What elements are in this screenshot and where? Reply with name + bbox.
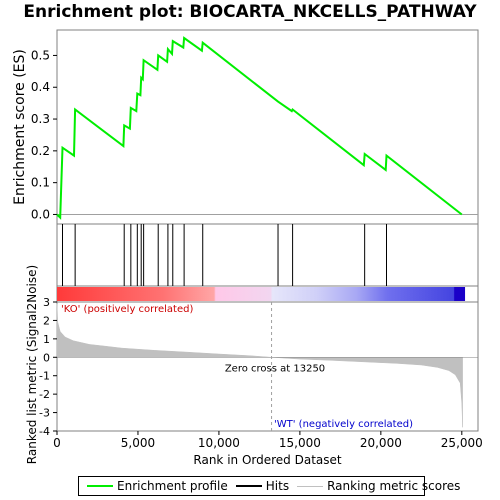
- hits-panel: [56, 223, 479, 287]
- xtick-label: 10,000: [198, 436, 240, 450]
- legend: Enrichment profile Hits Ranking metric s…: [78, 476, 460, 496]
- es-ytick-label: 0.2: [31, 144, 50, 158]
- metric-ytick-label: -3: [39, 407, 50, 420]
- legend-item-hits: Hits: [235, 479, 290, 493]
- ranking-colorbar: [57, 287, 466, 301]
- es-ytick-label: 0.0: [31, 207, 50, 221]
- legend-swatch-enrichment: [87, 485, 113, 487]
- legend-swatch-metric: [297, 485, 324, 487]
- legend-swatch-hits: [235, 485, 262, 487]
- es-ylabel: Enrichment score (ES): [12, 49, 28, 205]
- xtick-label: 15,000: [279, 436, 321, 450]
- es-ytick-label: 0.1: [31, 176, 50, 190]
- zero-cross-label: Zero cross at 13250: [225, 363, 325, 374]
- xtick-label: 0: [53, 436, 61, 450]
- metric-ytick-label: 3: [43, 296, 50, 309]
- negative-correlation-label: 'WT' (negatively correlated): [274, 419, 413, 430]
- legend-item-metric: Ranking metric scores: [297, 479, 460, 493]
- metric-ytick-label: -1: [39, 370, 50, 383]
- metric-ytick-label: 1: [43, 333, 50, 346]
- chart-title: Enrichment plot: BIOCARTA_NKCELLS_PATHWA…: [23, 2, 477, 22]
- metric-ytick-label: 0: [43, 351, 50, 364]
- legend-label-metric: Ranking metric scores: [327, 479, 461, 493]
- enrichment-profile-line: [56, 36, 463, 220]
- xtick-label: 20,000: [360, 436, 402, 450]
- es-panel: [56, 29, 479, 225]
- xtick-label: 5,000: [121, 436, 155, 450]
- es-ytick-label: 0.5: [31, 48, 50, 62]
- es-ytick-label: 0.3: [31, 112, 50, 126]
- legend-item-enrichment: Enrichment profile: [87, 479, 228, 493]
- metric-ylabel: Ranked list metric (Signal2Noise): [25, 265, 39, 464]
- legend-label-enrichment: Enrichment profile: [117, 479, 228, 493]
- metric-ytick-label: -2: [39, 388, 50, 401]
- metric-panel: [56, 301, 479, 432]
- xlabel: Rank in Ordered Dataset: [193, 453, 341, 467]
- legend-label-hits: Hits: [265, 479, 290, 493]
- xtick-label: 25,000: [441, 436, 483, 450]
- positive-correlation-label: 'KO' (positively correlated): [61, 304, 193, 315]
- metric-ytick-label: -4: [39, 425, 50, 438]
- metric-ytick-label: 2: [43, 314, 50, 327]
- es-ytick-label: 0.4: [31, 80, 50, 94]
